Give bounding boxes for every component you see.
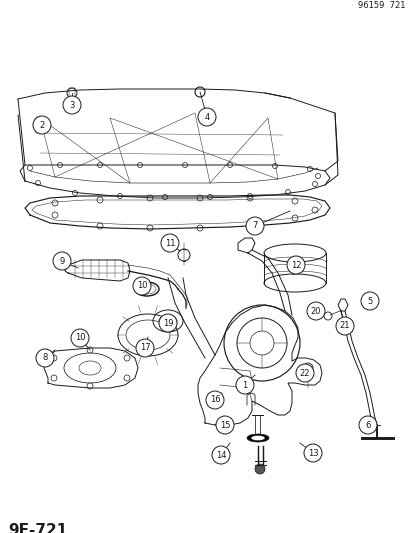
Circle shape xyxy=(97,223,103,229)
Ellipse shape xyxy=(247,434,268,442)
Circle shape xyxy=(97,197,103,203)
Text: 3: 3 xyxy=(69,101,74,109)
Circle shape xyxy=(97,163,102,167)
Circle shape xyxy=(247,195,252,201)
Circle shape xyxy=(312,182,317,187)
Circle shape xyxy=(159,314,177,332)
Circle shape xyxy=(254,464,264,474)
Circle shape xyxy=(52,200,58,206)
Circle shape xyxy=(272,164,277,168)
Text: 96159  721: 96159 721 xyxy=(358,1,405,10)
Circle shape xyxy=(136,339,154,357)
Circle shape xyxy=(124,375,130,381)
Circle shape xyxy=(323,312,331,320)
Circle shape xyxy=(27,166,33,171)
Circle shape xyxy=(291,215,297,221)
Circle shape xyxy=(360,292,378,310)
Circle shape xyxy=(206,391,223,409)
Circle shape xyxy=(295,364,313,382)
Text: 8: 8 xyxy=(42,353,47,362)
Circle shape xyxy=(87,383,93,389)
Circle shape xyxy=(67,88,77,98)
Circle shape xyxy=(51,355,57,361)
Circle shape xyxy=(124,355,130,361)
Text: 1: 1 xyxy=(242,381,247,390)
Text: 22: 22 xyxy=(299,368,309,377)
Text: 5: 5 xyxy=(366,296,372,305)
Text: 10: 10 xyxy=(75,334,85,343)
Text: 6: 6 xyxy=(364,421,370,430)
Text: 15: 15 xyxy=(219,421,230,430)
Circle shape xyxy=(52,212,58,218)
Text: 16: 16 xyxy=(209,395,220,405)
Circle shape xyxy=(227,163,232,167)
Text: 7: 7 xyxy=(252,222,257,230)
Circle shape xyxy=(306,302,324,320)
Circle shape xyxy=(33,116,51,134)
Text: 11: 11 xyxy=(164,238,175,247)
Text: 17: 17 xyxy=(139,343,150,352)
Circle shape xyxy=(178,249,190,261)
Circle shape xyxy=(211,446,230,464)
Circle shape xyxy=(53,252,71,270)
Circle shape xyxy=(285,190,290,195)
Text: 14: 14 xyxy=(215,450,225,459)
Circle shape xyxy=(137,163,142,167)
Text: 20: 20 xyxy=(310,306,320,316)
Text: 9E-721: 9E-721 xyxy=(8,523,67,533)
Text: 21: 21 xyxy=(339,321,349,330)
Circle shape xyxy=(147,195,153,201)
Circle shape xyxy=(247,223,252,229)
Circle shape xyxy=(315,174,320,179)
Circle shape xyxy=(311,207,317,213)
Circle shape xyxy=(162,195,167,199)
Circle shape xyxy=(197,195,202,201)
Circle shape xyxy=(335,317,353,335)
Ellipse shape xyxy=(250,435,264,440)
Circle shape xyxy=(34,117,46,129)
Text: 10: 10 xyxy=(136,281,147,290)
Circle shape xyxy=(147,225,153,231)
Text: 13: 13 xyxy=(307,448,318,457)
Circle shape xyxy=(245,217,263,235)
Circle shape xyxy=(36,349,54,367)
Circle shape xyxy=(57,163,62,167)
Circle shape xyxy=(117,193,122,198)
Circle shape xyxy=(302,363,312,373)
Circle shape xyxy=(63,96,81,114)
Circle shape xyxy=(87,347,93,353)
Circle shape xyxy=(291,198,297,204)
Circle shape xyxy=(195,87,204,97)
Circle shape xyxy=(182,163,187,167)
Circle shape xyxy=(71,329,89,347)
Circle shape xyxy=(197,108,216,126)
Circle shape xyxy=(51,375,57,381)
Circle shape xyxy=(161,234,178,252)
Circle shape xyxy=(216,416,233,434)
Text: 19: 19 xyxy=(162,319,173,327)
Text: 4: 4 xyxy=(204,112,209,122)
Circle shape xyxy=(235,376,254,394)
Circle shape xyxy=(307,166,312,172)
Circle shape xyxy=(72,190,77,196)
Text: 12: 12 xyxy=(290,261,301,270)
Circle shape xyxy=(247,193,252,198)
Circle shape xyxy=(358,416,376,434)
Circle shape xyxy=(286,256,304,274)
Circle shape xyxy=(303,444,321,462)
Text: 9: 9 xyxy=(59,256,64,265)
Circle shape xyxy=(197,225,202,231)
Circle shape xyxy=(207,195,212,199)
Text: 2: 2 xyxy=(39,120,45,130)
Circle shape xyxy=(36,181,40,185)
Circle shape xyxy=(133,277,151,295)
